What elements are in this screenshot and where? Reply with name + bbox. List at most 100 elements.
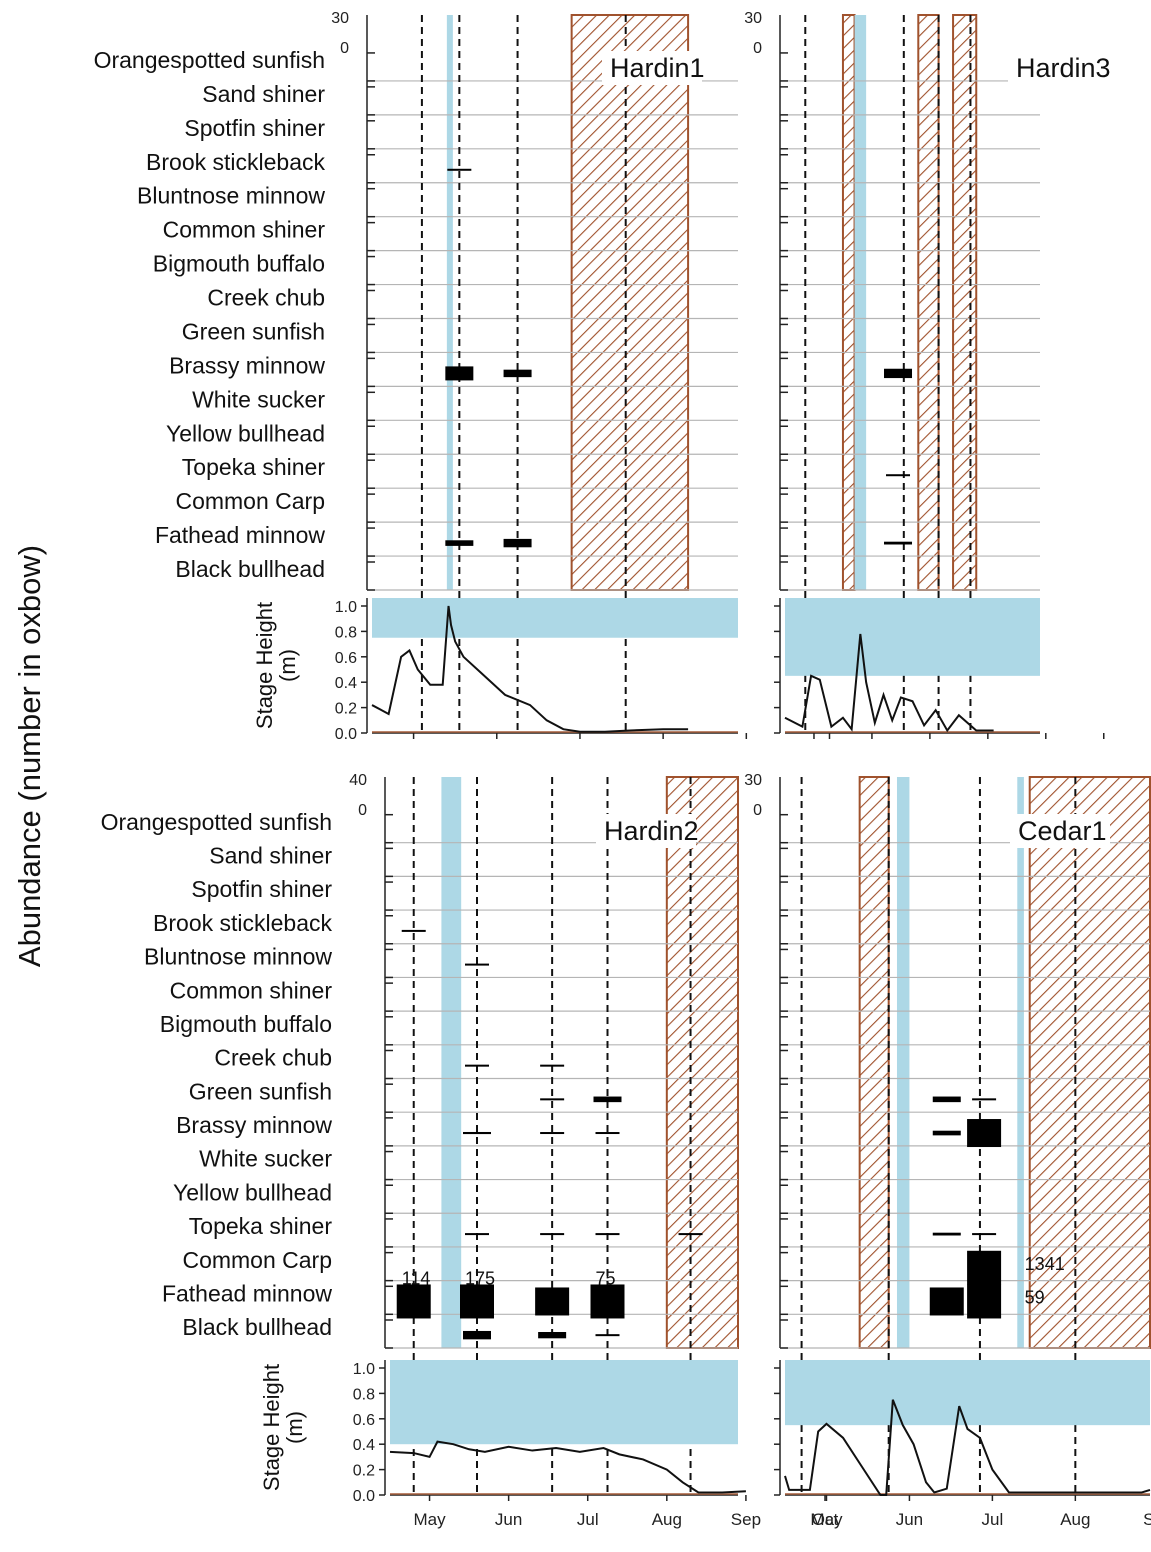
stage-tick-label: 1.0	[335, 599, 357, 616]
abundance-bar	[463, 1131, 491, 1135]
stage-height-line	[784, 633, 994, 733]
month-label-aug: Aug	[1060, 1510, 1090, 1529]
scale-zero-label: 0	[358, 802, 367, 819]
stage-height-line	[389, 1440, 746, 1494]
species-label-black-bullhead: Black bullhead	[182, 1314, 332, 1340]
dry-period	[1028, 776, 1151, 1349]
month-label-jul: Jul	[577, 1510, 599, 1529]
abundance-bar	[503, 538, 532, 548]
species-label-white-sucker: White sucker	[192, 386, 325, 412]
species-label-fathead-minnow: Fathead minnow	[155, 522, 325, 548]
abundance-bar	[967, 1250, 1002, 1285]
abundance-bar	[540, 1064, 565, 1067]
stage-label-line1: Stage Height	[259, 1364, 284, 1491]
species-label-black-bullhead: Black bullhead	[175, 556, 325, 582]
species-label-topeka-shiner: Topeka shiner	[189, 1213, 333, 1239]
month-label-sep: Sep	[1143, 1510, 1151, 1529]
abundance-bar	[465, 963, 489, 966]
flood-period	[896, 777, 910, 1348]
month-label-jun: Jun	[495, 1510, 522, 1529]
site-label: Hardin1	[610, 53, 705, 83]
scale-zero-label: 0	[753, 40, 762, 57]
species-label-green-sunfish: Green sunfish	[189, 1078, 332, 1104]
dry-period	[858, 776, 890, 1349]
species-label-creek-chub: Creek chub	[207, 285, 325, 311]
bar-annotation: 114	[402, 1269, 431, 1289]
abundance-bar	[967, 1284, 1002, 1319]
abundance-bar	[884, 368, 913, 379]
month-label-may: May	[413, 1510, 446, 1529]
panel-cedar1: 30 0 1341 59 Cedar1 May Jun Jul Aug Sep Oct	[744, 772, 1151, 1529]
species-label-bluntnose-minnow: Bluntnose minnow	[144, 944, 332, 970]
species-label-brook-stickleback: Brook stickleback	[146, 149, 325, 175]
abundance-bar	[972, 1098, 997, 1101]
abundance-bar	[460, 1284, 494, 1319]
species-label-common-carp: Common Carp	[182, 1247, 332, 1273]
abundance-bar	[445, 540, 474, 546]
abundance-bar	[463, 1330, 491, 1340]
site-label-bg	[602, 51, 702, 85]
bar-annotation: 1341	[1025, 1254, 1065, 1274]
abundance-bar	[932, 1232, 961, 1236]
species-label-yellow-bullhead: Yellow bullhead	[166, 420, 325, 446]
abundance-bar	[503, 369, 532, 378]
abundance-bar	[929, 1287, 964, 1316]
stage-flood-band	[372, 598, 738, 638]
month-label-oct: Oct	[812, 1510, 839, 1529]
abundance-bar	[447, 168, 472, 171]
abundance-bar	[445, 366, 474, 381]
site-label: Cedar1	[1018, 816, 1107, 846]
dry-period	[665, 776, 739, 1349]
site-label-bg	[596, 814, 696, 848]
species-label-brook-stickleback: Brook stickleback	[153, 910, 332, 936]
stage-tick-label: 0.2	[335, 701, 357, 718]
abundance-bar	[540, 1233, 565, 1236]
species-label-brassy-minnow: Brassy minnow	[176, 1112, 332, 1138]
abundance-bar	[396, 1284, 431, 1319]
month-label-may: May	[810, 1510, 843, 1529]
flood-period	[854, 15, 867, 590]
scale-max-label: 30	[331, 10, 349, 27]
y-axis-label: Abundance (number in oxbow)	[12, 545, 47, 967]
stage-label-line2: (m)	[275, 649, 300, 682]
species-label-bigmouth-buffalo: Bigmouth buffalo	[160, 1011, 332, 1037]
site-label: Hardin2	[604, 816, 699, 846]
stage-tick-label: 1.0	[353, 1361, 375, 1378]
abundance-bar	[886, 474, 911, 477]
scale-max-label: 40	[349, 772, 367, 789]
stage-tick-label: 0.8	[353, 1386, 375, 1403]
bar-annotation: 59	[1025, 1287, 1045, 1307]
abundance-bar	[884, 541, 913, 545]
dry-period	[952, 14, 978, 591]
flood-period	[446, 15, 453, 590]
abundance-bar	[595, 1233, 620, 1236]
panel-hardin1: Orangespotted sunfish Sand shiner Spotfin …	[94, 10, 831, 743]
dry-period	[917, 14, 940, 591]
species-label-brassy-minnow: Brassy minnow	[169, 352, 325, 378]
species-label-creek-chub: Creek chub	[214, 1045, 332, 1071]
site-label-bg	[1008, 51, 1108, 85]
abundance-bar	[972, 1233, 997, 1236]
species-label-fathead-minnow: Fathead minnow	[162, 1280, 332, 1306]
stage-tick-label: 0.0	[335, 726, 357, 743]
abundance-bar	[538, 1332, 567, 1339]
scale-zero-label: 0	[753, 802, 762, 819]
abundance-bar	[540, 1132, 565, 1135]
dry-period	[570, 14, 690, 591]
species-label-yellow-bullhead: Yellow bullhead	[173, 1179, 332, 1205]
scale-max-label: 30	[744, 10, 762, 27]
abundance-bar	[465, 1064, 489, 1067]
stage-tick-label: 0.6	[335, 650, 357, 667]
month-label-jul: Jul	[982, 1510, 1004, 1529]
stage-tick-label: 0.6	[353, 1412, 375, 1429]
stage-flood-band	[785, 598, 1040, 676]
abundance-bar	[932, 1096, 961, 1103]
abundance-bar	[595, 1334, 620, 1337]
stage-flood-band	[390, 1360, 738, 1445]
species-label-white-sucker: White sucker	[199, 1146, 332, 1172]
species-label-orangespotted-sunfish: Orangespotted sunfish	[101, 809, 332, 835]
abundance-bar	[590, 1284, 625, 1319]
species-label-topeka-shiner: Topeka shiner	[182, 454, 326, 480]
stage-label-line2: (m)	[282, 1411, 307, 1444]
